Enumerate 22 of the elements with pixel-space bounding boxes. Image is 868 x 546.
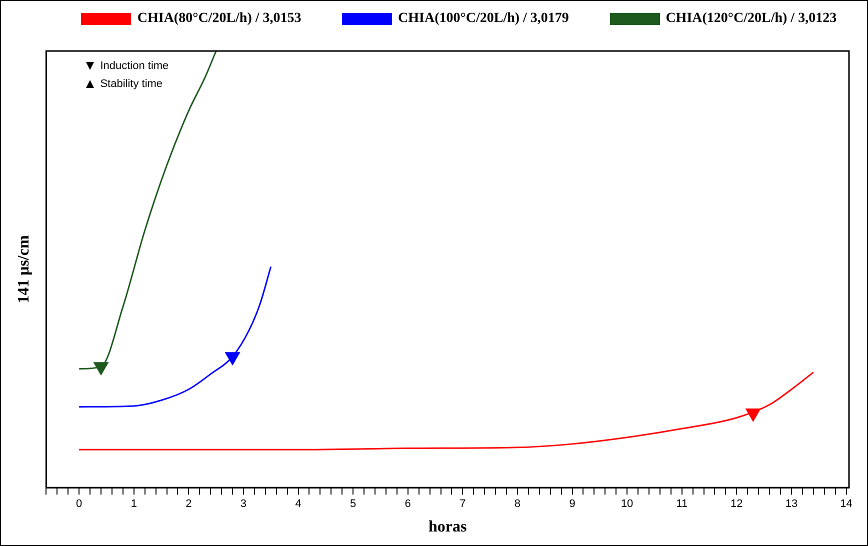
x-axis-title: horas — [428, 518, 467, 536]
x-tick-label: 14 — [840, 498, 852, 510]
x-tick-label: 5 — [350, 498, 356, 510]
x-tick-label: 4 — [295, 498, 302, 510]
x-tick-label: 10 — [620, 498, 634, 510]
x-tick-label: 7 — [460, 498, 466, 510]
x-tick-label: 0 — [76, 498, 82, 510]
x-tick-label: 1 — [130, 498, 137, 510]
x-tick-label: 8 — [514, 498, 521, 510]
x-tick-label: 11 — [676, 498, 688, 510]
y-axis-title: 141 μs/cm — [16, 234, 33, 304]
x-tick-label: 9 — [569, 498, 576, 510]
legend-label: CHIA(120°C/20L/h) / 3,0123 — [666, 11, 837, 27]
x-tick-label: 13 — [785, 498, 798, 510]
annotation: Stability time — [100, 78, 163, 90]
legend-label: CHIA(100°C/20L/h) / 3,0179 — [398, 11, 569, 27]
legend-label: CHIA(80°C/20L/h) / 3,0153 — [137, 11, 302, 27]
x-tick-label: 6 — [404, 498, 411, 510]
x-tick-label: 3 — [240, 498, 247, 510]
x-tick-label: 12 — [730, 498, 743, 510]
annotation: Induction time — [100, 60, 169, 72]
x-tick-label: 2 — [186, 498, 192, 510]
